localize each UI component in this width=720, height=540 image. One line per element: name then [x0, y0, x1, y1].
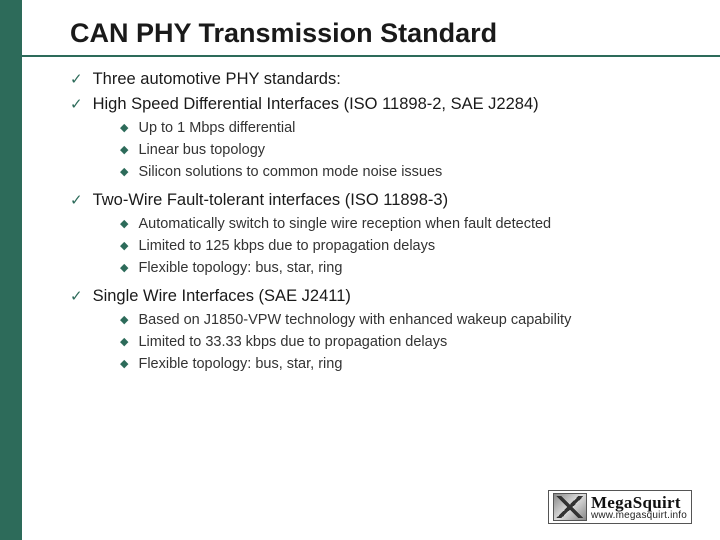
sub-item: ◆ Limited to 33.33 kbps due to propagati…: [120, 333, 680, 352]
diamond-icon: ◆: [120, 259, 128, 278]
footer-logo: MegaSquirt www.megasquirt.info: [548, 490, 692, 524]
diamond-icon: ◆: [120, 141, 128, 160]
sub-item: ◆ Automatically switch to single wire re…: [120, 215, 680, 234]
bullet-text: Single Wire Interfaces (SAE J2411): [93, 286, 351, 307]
sub-text: Flexible topology: bus, star, ring: [138, 259, 342, 278]
sub-item: ◆ Based on J1850-VPW technology with enh…: [120, 311, 680, 330]
sub-list: ◆ Automatically switch to single wire re…: [120, 215, 680, 278]
logo-url: www.megasquirt.info: [591, 511, 687, 521]
diamond-icon: ◆: [120, 333, 128, 352]
logo-name: MegaSquirt: [591, 494, 687, 511]
bullet-text: Three automotive PHY standards:: [93, 69, 341, 90]
sub-item: ◆ Flexible topology: bus, star, ring: [120, 259, 680, 278]
check-icon: ✓: [70, 69, 83, 90]
sub-item: ◆ Linear bus topology: [120, 141, 680, 160]
diamond-icon: ◆: [120, 237, 128, 256]
sub-text: Automatically switch to single wire rece…: [138, 215, 551, 234]
sub-text: Up to 1 Mbps differential: [138, 119, 295, 138]
logo-text-block: MegaSquirt www.megasquirt.info: [591, 494, 687, 521]
bullet-item: ✓ Two-Wire Fault-tolerant interfaces (IS…: [70, 190, 680, 211]
diamond-icon: ◆: [120, 215, 128, 234]
bullet-item: ✓ Three automotive PHY standards:: [70, 69, 680, 90]
check-icon: ✓: [70, 190, 83, 211]
sub-list: ◆ Based on J1850-VPW technology with enh…: [120, 311, 680, 374]
sub-item: ◆ Up to 1 Mbps differential: [120, 119, 680, 138]
sub-item: ◆ Flexible topology: bus, star, ring: [120, 355, 680, 374]
sub-text: Flexible topology: bus, star, ring: [138, 355, 342, 374]
sub-item: ◆ Limited to 125 kbps due to propagation…: [120, 237, 680, 256]
bullet-text: High Speed Differential Interfaces (ISO …: [93, 94, 539, 115]
sub-text: Limited to 125 kbps due to propagation d…: [138, 237, 435, 256]
slide-content: CAN PHY Transmission Standard ✓ Three au…: [0, 0, 720, 374]
bullet-item: ✓ Single Wire Interfaces (SAE J2411): [70, 286, 680, 307]
title-underline: [22, 55, 720, 57]
bullet-text: Two-Wire Fault-tolerant interfaces (ISO …: [93, 190, 449, 211]
diamond-icon: ◆: [120, 311, 128, 330]
sub-text: Limited to 33.33 kbps due to propagation…: [138, 333, 447, 352]
diamond-icon: ◆: [120, 119, 128, 138]
sub-text: Based on J1850-VPW technology with enhan…: [138, 311, 571, 330]
logo-mark-icon: [553, 493, 587, 521]
check-icon: ✓: [70, 286, 83, 307]
sub-list: ◆ Up to 1 Mbps differential ◆ Linear bus…: [120, 119, 680, 182]
diamond-icon: ◆: [120, 355, 128, 374]
slide-title: CAN PHY Transmission Standard: [70, 18, 680, 49]
accent-sidebar: [0, 0, 22, 540]
sub-item: ◆ Silicon solutions to common mode noise…: [120, 163, 680, 182]
diamond-icon: ◆: [120, 163, 128, 182]
bullet-item: ✓ High Speed Differential Interfaces (IS…: [70, 94, 680, 115]
check-icon: ✓: [70, 94, 83, 115]
sub-text: Linear bus topology: [138, 141, 265, 160]
sub-text: Silicon solutions to common mode noise i…: [138, 163, 442, 182]
